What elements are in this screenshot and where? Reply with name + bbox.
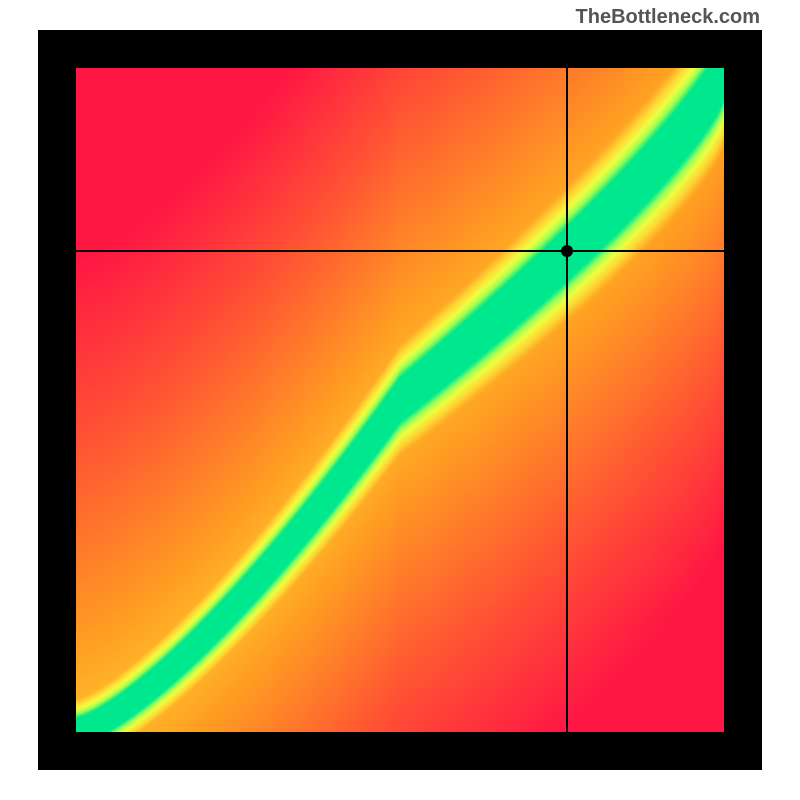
heatmap-canvas [76, 68, 724, 732]
chart-container: TheBottleneck.com [0, 0, 800, 800]
plot-frame [38, 30, 762, 770]
crosshair-vertical [566, 68, 568, 732]
crosshair-horizontal [76, 250, 724, 252]
crosshair-marker [561, 245, 573, 257]
watermark-text: TheBottleneck.com [576, 6, 760, 29]
